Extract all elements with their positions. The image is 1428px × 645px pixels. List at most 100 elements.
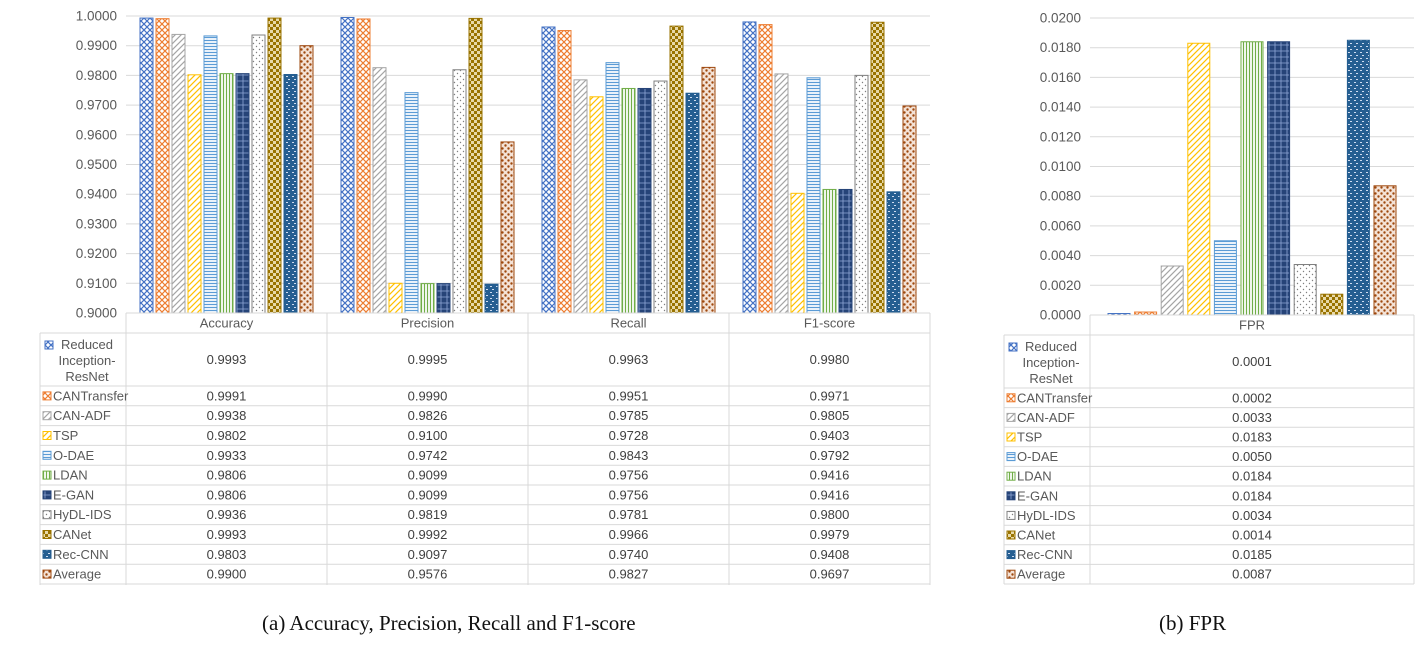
- y-tick-label: 0.9600: [76, 127, 117, 142]
- y-tick-label: 0.0000: [1040, 308, 1081, 323]
- bar: [902, 105, 917, 314]
- bar: [187, 74, 202, 314]
- table-cell: 0.9991: [207, 388, 247, 403]
- bar: [790, 192, 805, 314]
- y-tick-label: 0.0200: [1040, 11, 1081, 26]
- bar: [484, 283, 499, 314]
- legend-swatch: [1006, 471, 1016, 481]
- bar: [1160, 265, 1184, 316]
- bar: [886, 191, 901, 314]
- y-tick-label: 0.9200: [76, 246, 117, 261]
- y-tick-label: 0.0120: [1040, 129, 1081, 144]
- bar: [267, 17, 282, 314]
- legend-label: CAN-ADF: [1017, 410, 1075, 425]
- bar: [742, 21, 757, 314]
- bar: [500, 141, 515, 314]
- table-cell: 0.9936: [207, 507, 247, 522]
- bar: [404, 92, 419, 314]
- legend-swatch: [1008, 342, 1018, 352]
- legend-swatch: [1006, 393, 1016, 403]
- table-cell: 0.9992: [408, 527, 448, 542]
- table-cell: 0.9403: [810, 428, 850, 443]
- table-cell: 0.0033: [1232, 410, 1272, 425]
- table-cell: 0.9416: [810, 468, 850, 483]
- legend-label: TSP: [1017, 430, 1042, 445]
- legend-label: O-DAE: [53, 448, 95, 463]
- bar: [1213, 240, 1237, 316]
- table-cell: 0.0001: [1232, 354, 1272, 369]
- legend-swatch: [1006, 412, 1016, 422]
- caption-b: (b) FPR: [1159, 611, 1227, 635]
- legend-label: Average: [53, 567, 101, 582]
- bar: [1240, 41, 1264, 316]
- right-chart: 0.0000 0.0020 0.0040 0.0060 0.0080 0.0100 0.01…: [1003, 11, 1415, 585]
- bar: [870, 21, 885, 314]
- bar: [621, 87, 636, 314]
- bar: [605, 62, 620, 314]
- legend-swatch: [42, 510, 52, 520]
- y-tick-label: 0.0180: [1040, 40, 1081, 55]
- table-cell: 0.0087: [1232, 567, 1272, 582]
- legend-label: Inception-: [58, 353, 115, 368]
- y-tick-label: 0.0080: [1040, 189, 1081, 204]
- bar: [701, 66, 716, 314]
- table-header-cell: Recall: [610, 316, 646, 331]
- table-cell: 0.9408: [810, 547, 850, 562]
- table-cell: 0.9802: [207, 428, 247, 443]
- bar: [1373, 185, 1397, 316]
- bar: [235, 73, 250, 314]
- bar: [758, 24, 773, 314]
- table-cell: 0.9756: [609, 468, 649, 483]
- legend-swatch: [42, 431, 52, 440]
- table-cell: 0.9827: [609, 567, 649, 582]
- table-cell: 0.9951: [609, 388, 649, 403]
- table-cell: 0.9900: [207, 567, 247, 582]
- table-header-cell: FPR: [1239, 318, 1265, 333]
- table-cell: 0.9099: [408, 468, 448, 483]
- legend-label: CANTransfer: [53, 388, 129, 403]
- bar: [203, 35, 218, 314]
- bar: [1267, 41, 1291, 316]
- y-tick-label: 0.9700: [76, 98, 117, 113]
- legend-swatch: [1006, 491, 1016, 501]
- legend-label: ResNet: [1029, 371, 1073, 386]
- legend-swatch: [1006, 510, 1016, 520]
- bar: [822, 188, 837, 314]
- bar: [468, 17, 483, 314]
- table-cell: 0.9819: [408, 507, 448, 522]
- bar: [420, 283, 435, 314]
- bar: [155, 18, 170, 314]
- table-cell: 0.9993: [207, 527, 247, 542]
- table-cell: 0.9728: [609, 428, 649, 443]
- bar: [669, 25, 684, 314]
- y-tick-label: 0.0100: [1040, 159, 1081, 174]
- bar: [1346, 39, 1370, 316]
- y-tick-label: 0.9300: [76, 216, 117, 231]
- bar: [171, 33, 186, 314]
- y-tick-label: 1.0000: [76, 9, 117, 24]
- left-chart: 0.9000 0.9100 0.9200 0.9300 0.9400 0.9500 0.96…: [39, 9, 931, 585]
- legend-swatch: [42, 470, 52, 480]
- legend-label: TSP: [53, 428, 78, 443]
- legend-label: CAN-ADF: [53, 408, 111, 423]
- table-cell: 0.9805: [810, 408, 850, 423]
- bar: [1293, 264, 1317, 316]
- table-cell: 0.9806: [207, 487, 247, 502]
- bar: [685, 92, 700, 314]
- legend-label: Inception-: [1022, 355, 1079, 370]
- legend-swatch: [1006, 452, 1016, 462]
- table-cell: 0.9966: [609, 527, 649, 542]
- y-tick-label: 0.9400: [76, 187, 117, 202]
- legend-swatch: [42, 411, 52, 421]
- caption-a: (a) Accuracy, Precision, Recall and F1-s…: [262, 611, 636, 635]
- table-header-cell: Accuracy: [200, 316, 254, 331]
- legend-label: CANet: [1017, 528, 1056, 543]
- y-tick-label: 0.9800: [76, 68, 117, 83]
- table-cell: 0.9980: [810, 352, 850, 367]
- table-cell: 0.9740: [609, 547, 649, 562]
- legend-label: Average: [1017, 567, 1065, 582]
- y-tick-label: 0.9500: [76, 157, 117, 172]
- table-cell: 0.9100: [408, 428, 448, 443]
- table-cell: 0.0014: [1232, 528, 1272, 543]
- table-cell: 0.9843: [609, 448, 649, 463]
